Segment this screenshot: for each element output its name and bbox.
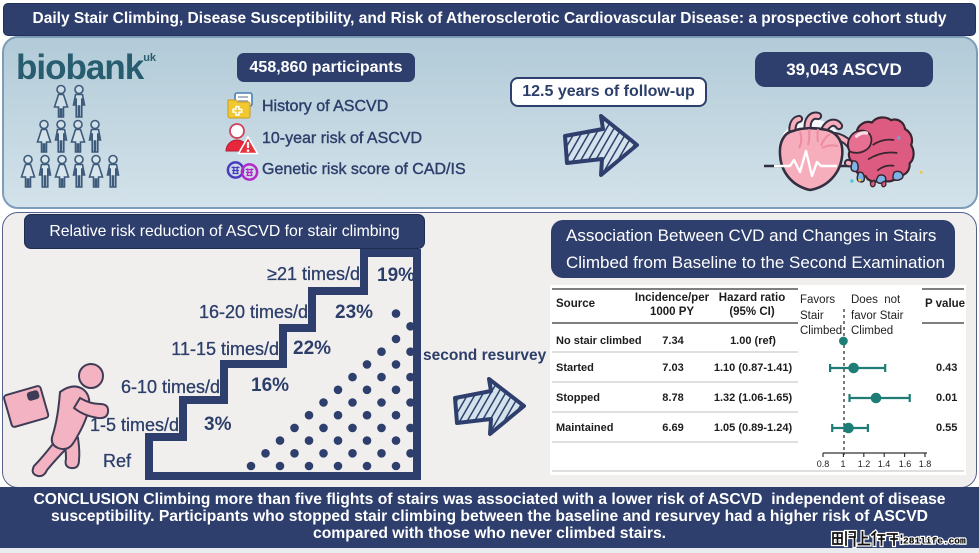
svg-text:281life.com: 281life.com xyxy=(903,536,966,547)
svg-text:281life.com: 281life.com xyxy=(903,536,966,547)
